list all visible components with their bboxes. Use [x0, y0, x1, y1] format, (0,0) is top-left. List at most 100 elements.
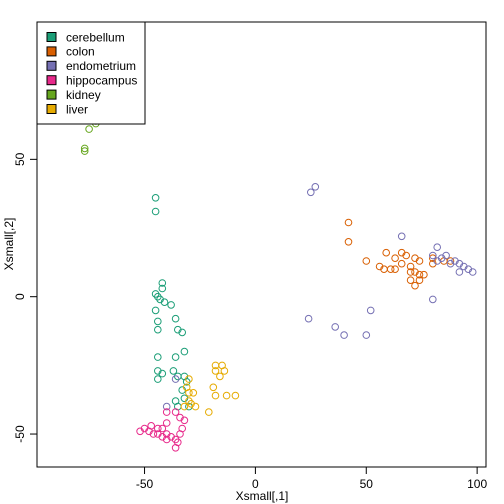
x-tick-label: 50: [360, 477, 374, 491]
point-endometrium: [311, 183, 320, 191]
point-cerebellum: [154, 353, 162, 361]
point-endometrium: [171, 375, 180, 383]
point-cerebellum: [154, 375, 162, 383]
point-hippocampus: [171, 444, 180, 452]
point-liver: [209, 383, 218, 392]
x-tick-label: 0: [252, 477, 259, 491]
legend-label-cerebellum: cerebellum: [66, 30, 125, 44]
points-layer: [80, 117, 477, 452]
y-tick-label: 0: [13, 293, 27, 300]
point-cerebellum: [171, 314, 180, 323]
point-cerebellum: [151, 207, 160, 216]
x-axis: -50 0 50 100: [136, 466, 487, 491]
point-cerebellum: [169, 367, 178, 375]
point-endometrium: [331, 323, 340, 331]
point-hippocampus: [178, 424, 186, 433]
point-colon: [406, 276, 415, 285]
y-axis-label: Xsmall[,2]: [2, 218, 16, 271]
point-colon: [391, 265, 399, 274]
point-liver: [189, 389, 198, 397]
legend-swatch-endometrium: [46, 60, 57, 71]
point-cerebellum: [167, 301, 175, 309]
point-liver: [222, 391, 231, 400]
point-cerebellum: [158, 279, 167, 287]
point-liver: [211, 367, 220, 375]
point-colon: [406, 268, 415, 276]
point-liver: [185, 389, 193, 397]
point-colon: [420, 270, 428, 279]
y-tick-label: -50: [13, 425, 27, 443]
x-tick-label: -50: [136, 477, 154, 491]
point-cerebellum: [180, 347, 189, 356]
point-cerebellum: [151, 306, 160, 315]
legend: cerebellumcolonendometriumhippocampuskid…: [36, 21, 146, 125]
point-cerebellum: [158, 369, 167, 378]
point-endometrium: [429, 295, 437, 304]
point-cerebellum: [171, 353, 180, 361]
x-tick-label: 100: [467, 477, 487, 491]
point-colon: [391, 254, 399, 263]
point-hippocampus: [162, 430, 171, 438]
point-cerebellum: [160, 298, 169, 307]
point-endometrium: [340, 331, 348, 339]
legend-label-kidney: kidney: [66, 88, 101, 102]
point-colon: [386, 265, 395, 274]
point-hippocampus: [158, 424, 167, 433]
point-endometrium: [366, 306, 375, 315]
legend-label-endometrium: endometrium: [66, 59, 136, 73]
point-liver: [185, 375, 193, 383]
point-liver: [180, 402, 189, 411]
point-hippocampus: [180, 416, 189, 425]
point-hippocampus: [136, 427, 144, 436]
legend-swatch-kidney: [46, 89, 57, 100]
point-colon: [397, 259, 406, 268]
point-endometrium: [429, 251, 437, 260]
point-colon: [415, 257, 424, 265]
legend-label-colon: colon: [66, 45, 95, 59]
point-endometrium: [468, 268, 477, 276]
point-cerebellum: [154, 317, 162, 326]
point-cerebellum: [151, 194, 160, 202]
legend-label-liver: liver: [66, 102, 88, 116]
x-axis-label: Xsmall[,1]: [236, 489, 289, 503]
point-colon: [446, 257, 455, 265]
point-endometrium: [362, 331, 371, 339]
point-hippocampus: [162, 408, 171, 416]
point-colon: [402, 251, 411, 260]
point-kidney: [85, 125, 93, 133]
point-colon: [415, 270, 424, 279]
point-colon: [382, 248, 391, 257]
point-endometrium: [397, 232, 406, 241]
point-endometrium: [162, 402, 171, 411]
point-liver: [218, 361, 226, 370]
legend-swatch-colon: [46, 46, 57, 57]
point-cerebellum: [158, 284, 167, 293]
point-endometrium: [442, 251, 450, 260]
y-tick-label: 50: [13, 152, 27, 166]
legend-swatch-hippocampus: [46, 75, 57, 86]
point-colon: [411, 281, 419, 290]
point-liver: [216, 372, 224, 381]
point-endometrium: [304, 314, 313, 323]
point-colon: [362, 257, 371, 265]
point-hippocampus: [171, 408, 180, 416]
point-cerebellum: [154, 325, 162, 334]
point-kidney: [80, 144, 89, 153]
point-liver: [191, 402, 200, 411]
legend-items: cerebellumcolonendometriumhippocampuskid…: [46, 30, 137, 116]
point-colon: [344, 218, 353, 227]
point-cerebellum: [154, 292, 162, 301]
legend-label-hippocampus: hippocampus: [66, 74, 137, 88]
legend-swatch-cerebellum: [46, 32, 57, 42]
point-endometrium: [433, 243, 442, 251]
point-kidney: [80, 147, 89, 155]
point-hippocampus: [162, 419, 171, 427]
point-endometrium: [455, 268, 464, 276]
legend-swatch-liver: [46, 104, 57, 114]
point-liver: [205, 408, 213, 416]
point-hippocampus: [154, 424, 162, 433]
point-colon: [344, 238, 353, 246]
point-hippocampus: [149, 430, 158, 438]
y-axis: -50 0 50: [13, 152, 38, 443]
